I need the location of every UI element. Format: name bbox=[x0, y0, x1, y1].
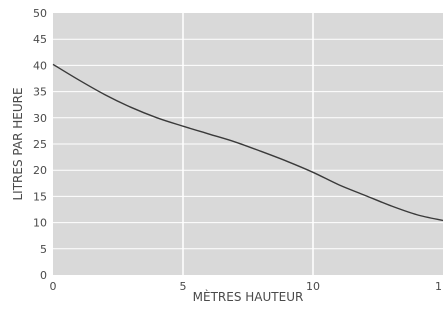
y-tick-label: 50 bbox=[33, 7, 47, 20]
y-tick-label: 40 bbox=[33, 59, 47, 72]
y-tick-label: 0 bbox=[40, 269, 47, 282]
x-axis-label: MÈTRES HAUTEUR bbox=[193, 289, 304, 304]
y-tick-label: 20 bbox=[33, 164, 47, 177]
y-tick-label: 15 bbox=[33, 190, 47, 203]
series-layer bbox=[52, 63, 443, 222]
grid-lines bbox=[53, 13, 443, 275]
y-tick-label: 30 bbox=[33, 112, 47, 125]
x-tick-label: 0 bbox=[50, 280, 57, 293]
x-tick-label: 1 bbox=[435, 280, 442, 293]
y-tick-label: 35 bbox=[33, 86, 47, 99]
y-tick-label: 10 bbox=[33, 217, 47, 230]
y-tick-label: 45 bbox=[33, 33, 47, 46]
x-tick-label: 5 bbox=[180, 280, 187, 293]
y-axis-label: LITRES PAR HEURE bbox=[11, 87, 25, 200]
series-line bbox=[52, 63, 443, 222]
tick-labels: 0 5 10 15 20 25 30 35 40 45 50 0 5 10 1 bbox=[33, 7, 442, 293]
y-tick-label: 25 bbox=[33, 138, 47, 151]
y-tick-label: 5 bbox=[40, 243, 47, 256]
x-tick-label: 10 bbox=[306, 280, 320, 293]
